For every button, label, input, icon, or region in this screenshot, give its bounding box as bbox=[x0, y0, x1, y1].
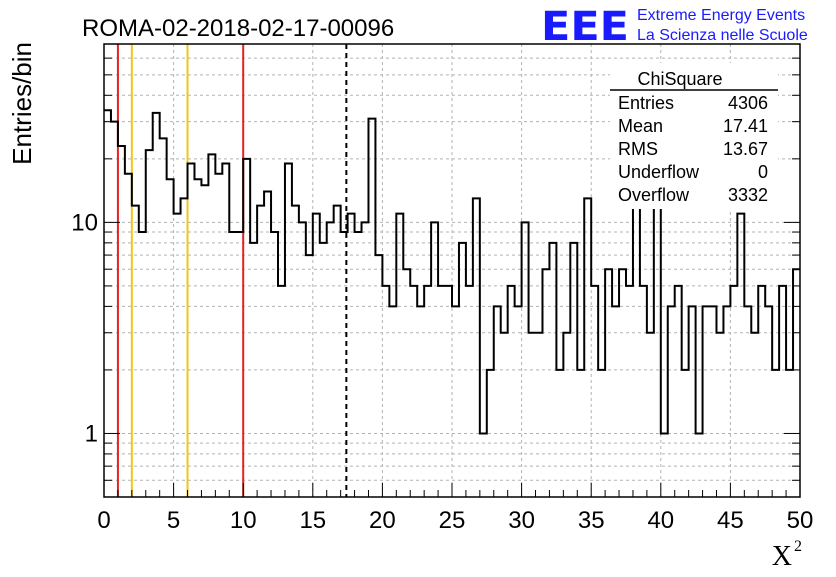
y-tick-label: 1 bbox=[85, 420, 98, 447]
eee-logo-letters: EEE bbox=[541, 4, 629, 50]
x-tick-label: 10 bbox=[230, 507, 257, 534]
chart-title: ROMA-02-2018-02-17-00096 bbox=[82, 15, 394, 42]
x-tick-label: 25 bbox=[439, 507, 466, 534]
y-axis-ticks: 1 10 bbox=[71, 57, 800, 481]
x-axis-label: X bbox=[772, 541, 792, 572]
x-tick-label: 0 bbox=[97, 507, 110, 534]
x-axis-label-base: X bbox=[772, 541, 792, 572]
stats-row-label: RMS bbox=[618, 139, 658, 159]
reference-lines bbox=[116, 44, 348, 497]
grid-lines bbox=[104, 44, 800, 497]
stats-row-value: 17.41 bbox=[723, 116, 768, 136]
stats-row-label: Underflow bbox=[618, 162, 700, 182]
x-axis-ticks: 0 5 10 15 20 25 30 35 40 45 50 bbox=[97, 483, 813, 534]
stats-row-label: Entries bbox=[618, 93, 674, 113]
eee-logo-line1: Extreme Energy Events bbox=[637, 7, 805, 24]
x-tick-label: 40 bbox=[647, 507, 674, 534]
stats-box-title: ChiSquare bbox=[637, 69, 722, 89]
histogram-outline bbox=[104, 109, 800, 435]
x-tick-label: 30 bbox=[508, 507, 535, 534]
eee-logo: EEE Extreme Energy Events La Scienza nel… bbox=[541, 4, 808, 50]
x-tick-label: 50 bbox=[787, 507, 814, 534]
y-tick-label: 10 bbox=[71, 209, 98, 236]
stats-row-label: Overflow bbox=[618, 185, 690, 205]
eee-logo-line2: La Scienza nelle Scuole bbox=[637, 27, 808, 44]
x-axis-label-superscript: 2 bbox=[794, 538, 802, 555]
stats-row-label: Mean bbox=[618, 116, 663, 136]
x-tick-label: 15 bbox=[299, 507, 326, 534]
x-tick-label: 35 bbox=[578, 507, 605, 534]
stats-row-value: 13.67 bbox=[723, 139, 768, 159]
x-tick-label: 5 bbox=[167, 507, 180, 534]
stats-row-value: 4306 bbox=[728, 93, 768, 113]
stats-box: ChiSquare Entries 4306 Mean 17.41 RMS 13.67 Un… bbox=[610, 63, 778, 209]
x-tick-label: 20 bbox=[369, 507, 396, 534]
histogram-bins bbox=[104, 109, 800, 435]
y-axis-label: Entries/bin bbox=[7, 42, 37, 165]
stats-row-value: 0 bbox=[758, 162, 768, 182]
x-tick-label: 45 bbox=[717, 507, 744, 534]
stats-row-value: 3332 bbox=[728, 185, 768, 205]
